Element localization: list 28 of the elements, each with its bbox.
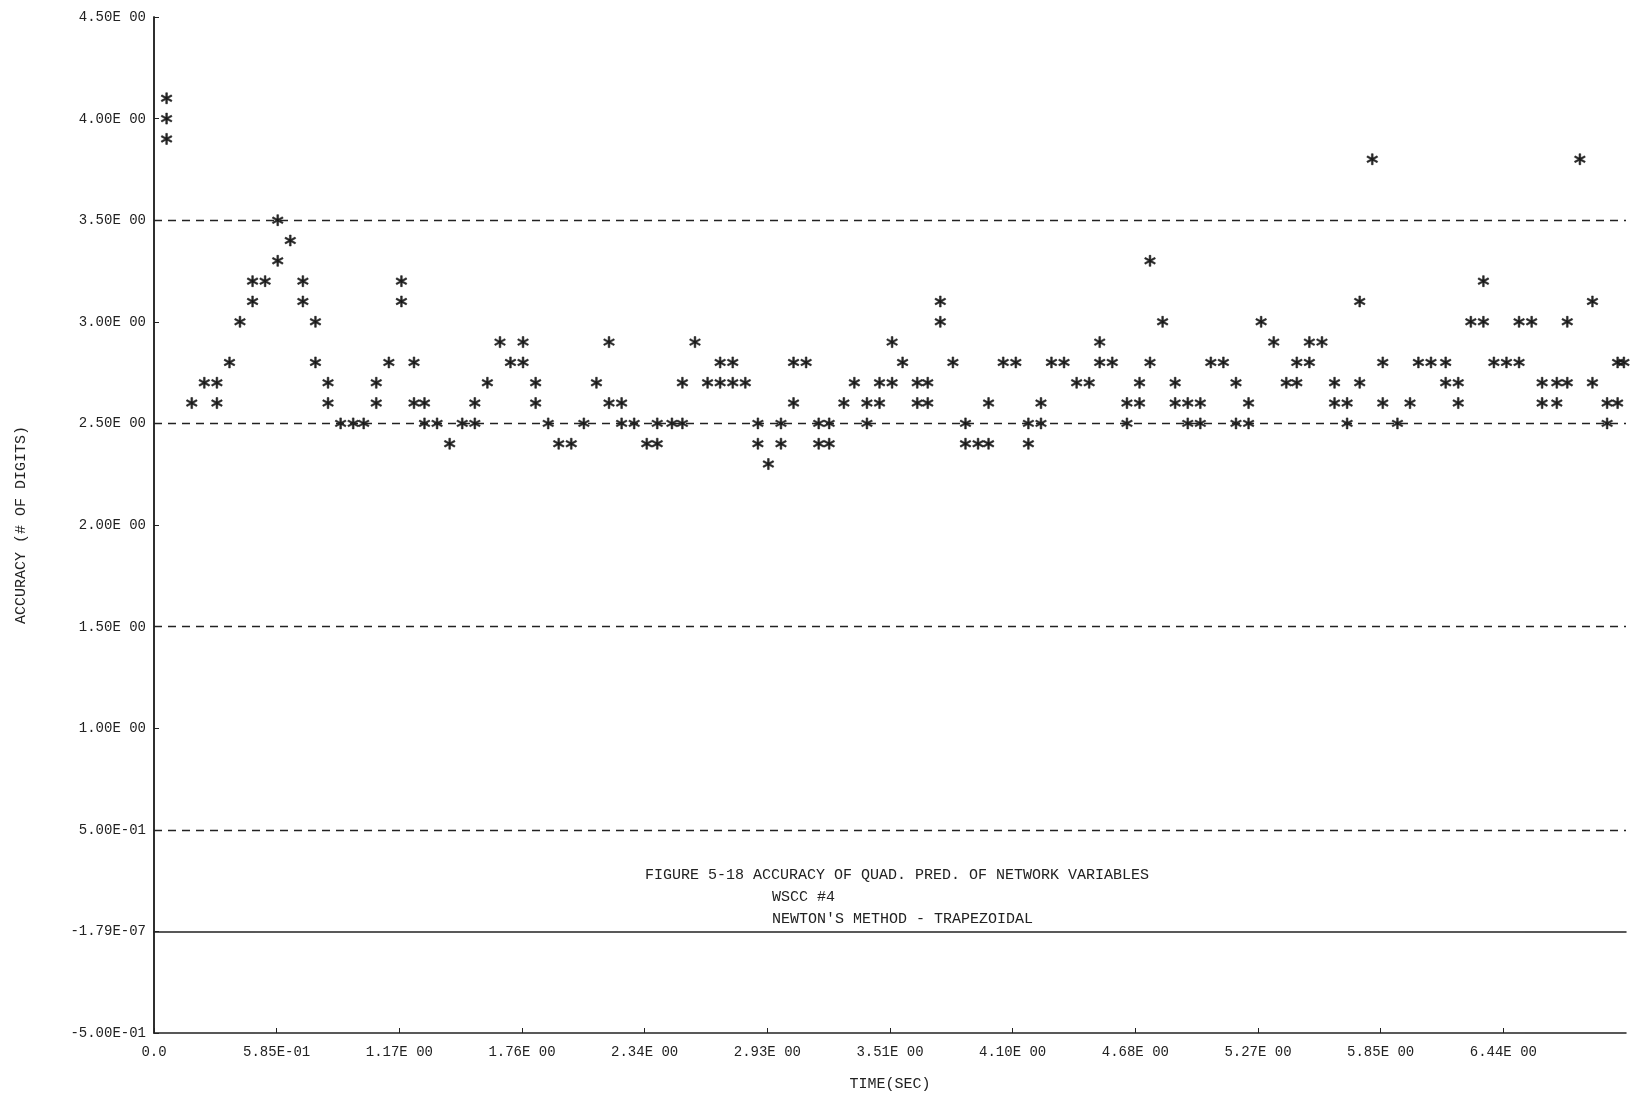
y-tick-label: 2.00E 00 — [78, 517, 146, 533]
annotation: FIGURE 5-18 ACCURACY OF QUAD. PRED. OF NETWORK VARIABLES — [645, 867, 1150, 884]
x-tick-label: 2.93E 00 — [733, 1044, 801, 1060]
x-tick-label: 1.76E 00 — [488, 1044, 556, 1060]
x-tick-label: 4.10E 00 — [979, 1044, 1047, 1060]
x-tick-label: 5.27E 00 — [1224, 1044, 1292, 1060]
y-tick-label: 1.00E 00 — [78, 720, 146, 737]
y-tick-label: -1.79E-07 — [70, 923, 146, 940]
y-tick-label: 4.00E 00 — [78, 110, 146, 127]
x-tick-label: 3.51E 00 — [856, 1044, 924, 1060]
y-tick-label: 3.00E 00 — [78, 313, 146, 330]
y-tick-label: 2.50E 00 — [78, 415, 146, 432]
annotation: WSCC #4 — [772, 889, 836, 906]
x-tick-label: 1.17E 00 — [365, 1044, 433, 1060]
x-tick-label: 6.44E 00 — [1469, 1044, 1537, 1060]
y-tick-label: 1.50E 00 — [78, 618, 146, 635]
y-axis-title: ACCURACY (# OF DIGITS) — [13, 425, 30, 625]
y-tick-label: -5.00E-01 — [70, 1025, 146, 1041]
y-tick-label: 5.00E-01 — [78, 821, 146, 838]
x-tick-label: 5.85E-01 — [243, 1044, 311, 1060]
y-tick-label: 3.50E 00 — [78, 212, 146, 229]
x-tick-label: 0.0 — [141, 1044, 167, 1060]
annotation: NEWTON'S METHOD - TRAPEZOIDAL — [772, 911, 1034, 928]
x-tick-label: 2.34E 00 — [611, 1044, 679, 1060]
x-tick-label: 5.85E 00 — [1347, 1044, 1415, 1060]
x-axis-title: TIME(SEC) — [849, 1076, 931, 1093]
x-tick-label: 4.68E 00 — [1101, 1044, 1169, 1060]
y-tick-label: 4.50E 00 — [78, 9, 146, 25]
